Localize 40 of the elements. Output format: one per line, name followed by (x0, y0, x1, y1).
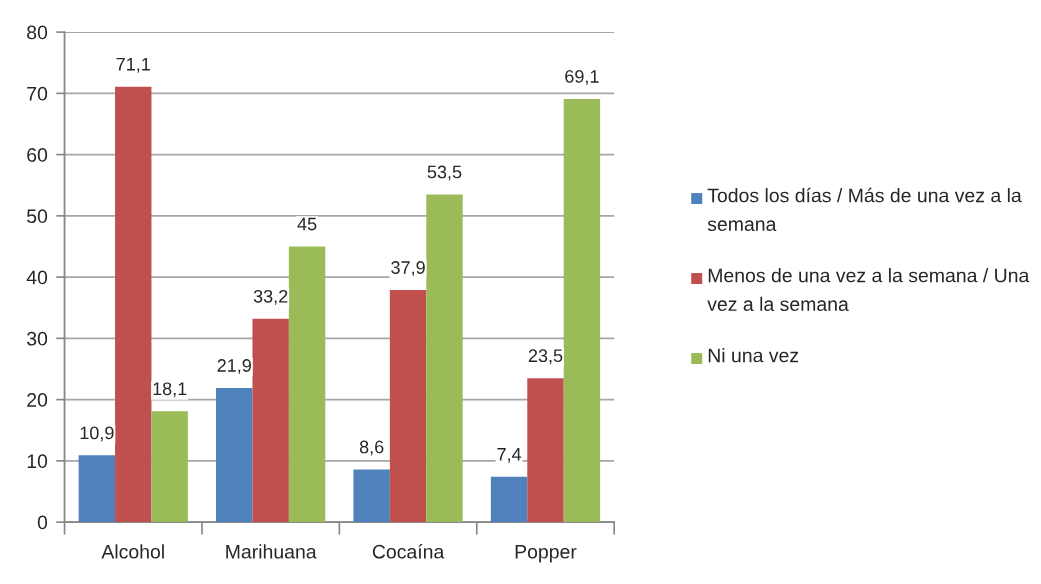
data-label: 18,1 (153, 382, 187, 398)
bar (216, 387, 253, 523)
x-tick-label: Popper (515, 545, 577, 563)
data-label: 37,9 (391, 261, 425, 277)
legend-label: Ni una vez (708, 348, 799, 363)
bar (288, 246, 326, 523)
bar (527, 378, 564, 523)
data-label: 8,6 (359, 440, 384, 456)
data-label: 53,5 (427, 165, 462, 181)
bar (78, 455, 116, 523)
data-label: 71,1 (116, 57, 150, 73)
data-label: 45 (297, 217, 317, 231)
x-tick-label: Marihuana (226, 544, 317, 559)
legend-label: Todos los días / Más de una vez a la semana (707, 187, 1022, 232)
x-tick-label: Alcohol (101, 544, 164, 559)
y-tick-label: 50 (27, 209, 48, 224)
data-label: 33,2 (253, 289, 288, 305)
data-label: 7,4 (497, 448, 522, 463)
bar (490, 476, 528, 523)
bar (389, 289, 427, 523)
bar (563, 98, 601, 523)
bar (151, 411, 188, 523)
y-tick-label: 40 (26, 270, 48, 285)
legend-label: Menos de una vez a la semana / Una vez a la semana (707, 268, 1030, 312)
bar (252, 318, 289, 523)
y-tick-label: 70 (27, 86, 48, 101)
data-label: 10,9 (80, 426, 114, 442)
y-tick-label: 80 (27, 25, 48, 40)
y-tick-label: 0 (37, 515, 48, 530)
bar (353, 469, 390, 523)
x-tick-label: Cocaína (372, 544, 445, 559)
bar (426, 194, 463, 523)
y-tick-label: 20 (27, 393, 48, 407)
y-tick-label: 10 (27, 454, 48, 469)
data-label: 23,5 (528, 349, 563, 365)
y-tick-label: 30 (26, 331, 48, 346)
y-tick-label: 60 (27, 148, 48, 162)
bar (115, 86, 152, 523)
data-label: 21,9 (217, 359, 251, 375)
data-label: 69,1 (565, 70, 599, 85)
